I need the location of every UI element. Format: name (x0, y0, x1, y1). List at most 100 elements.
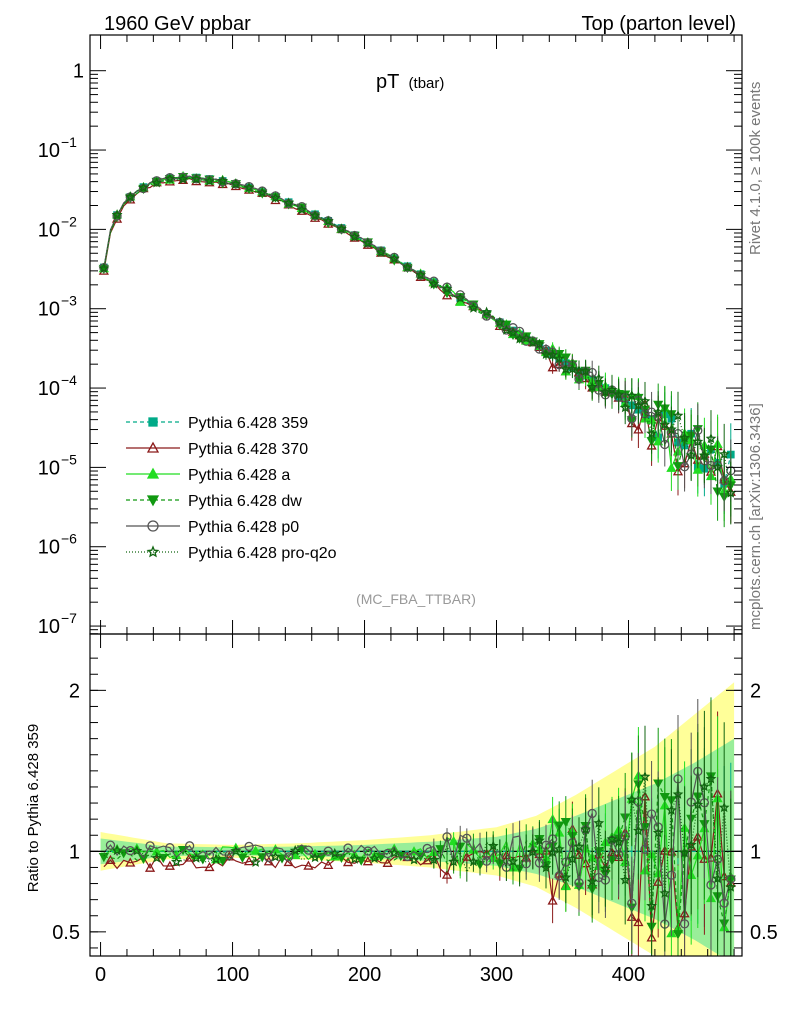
main-line-0 (103, 176, 732, 486)
ratio-line-4 (103, 771, 732, 925)
main-marker-4-30 (297, 201, 307, 212)
ratio-marker-5-78 (613, 836, 625, 847)
ratio-marker-4-55 (462, 833, 472, 843)
ratio-line-5 (103, 776, 732, 906)
ratio-marker-5-94 (718, 801, 730, 813)
ratio-marker-4-58 (481, 856, 492, 866)
main-marker-2-90 (692, 464, 703, 474)
ratio-marker-1-43 (382, 857, 393, 867)
ratio-marker-5-74 (586, 875, 598, 887)
main-marker-5-20 (230, 178, 242, 189)
ratio-marker-3-18 (217, 856, 228, 866)
ratio-marker-5-89 (685, 839, 697, 850)
main-marker-5-83 (646, 427, 658, 439)
main-marker-4-88 (679, 462, 690, 472)
ratio-marker-3-70 (560, 818, 571, 828)
main-y-tick-label-1: 10 (38, 140, 60, 162)
main-marker-5-22 (243, 182, 255, 193)
main-y-tick-exp-3: −3 (61, 293, 77, 309)
main-y-tick-label-0: 1 (73, 61, 84, 83)
main-marker-5-65 (527, 336, 539, 348)
main-y-tick-exp-4: −4 (61, 372, 77, 388)
ratio-marker-4-72 (574, 878, 584, 888)
legend-marker-3 (146, 495, 160, 507)
ratio-marker-4-28 (283, 852, 294, 862)
main-marker-5-94 (718, 448, 730, 459)
main-marker-5-8 (151, 177, 163, 188)
main-marker-5-81 (632, 399, 644, 411)
ratio-marker-1-31 (303, 860, 314, 870)
main-marker-5-46 (401, 261, 413, 273)
main-marker-5-72 (573, 364, 585, 376)
main-marker-5-62 (507, 327, 519, 338)
ratio-marker-5-75 (593, 817, 605, 828)
main-marker-5-4 (124, 191, 136, 202)
ratio-marker-5-71 (567, 853, 578, 864)
legend-label-1: Pythia 6.428 370 (188, 441, 308, 458)
main-series-5 (98, 173, 737, 525)
main-marker-5-6 (137, 182, 149, 193)
main-y-tick-label-2: 10 (38, 219, 60, 241)
main-marker-5-38 (349, 231, 361, 242)
main-marker-4-58 (481, 311, 492, 321)
ratio-marker-5-50 (428, 854, 440, 865)
main-marker-5-10 (164, 173, 176, 184)
ratio-y-label: Ratio to Pythia 6.428 359 (25, 724, 42, 892)
x-tick-label-0: 0 (95, 964, 106, 986)
ratio-marker-5-95 (725, 881, 737, 892)
ratio-frame (89, 633, 743, 957)
ratio-marker-5-66 (533, 834, 545, 846)
ratio-marker-4-46 (402, 851, 413, 862)
ratio-marker-5-91 (698, 780, 710, 792)
ratio-marker-5-26 (269, 851, 281, 862)
ratio-marker-5-72 (573, 840, 585, 852)
ratio-marker-5-11 (170, 856, 182, 867)
main-marker-1-52 (441, 290, 453, 300)
main-marker-5-50 (428, 278, 440, 289)
main-marker-5-68 (547, 349, 559, 360)
ratio-y-tick-label-0: 0.5 (52, 922, 80, 944)
ratio-marker-5-47 (408, 854, 420, 865)
ratio-marker-4-1 (105, 840, 116, 850)
ratio-marker-5-82 (639, 770, 651, 782)
ratio-marker-3-85 (659, 793, 670, 803)
main-marker-5-12 (177, 173, 189, 184)
x-tick-label-1: 100 (216, 964, 249, 986)
ratio-marker-4-37 (343, 843, 353, 853)
ratio-marker-5-38 (349, 853, 361, 864)
ratio-marker-5-85 (659, 887, 671, 898)
main-marker-5-60 (494, 316, 506, 327)
main-marker-5-52 (441, 283, 453, 294)
ratio-marker-1-4 (125, 857, 136, 867)
main-y-tick-label-7: 10 (38, 616, 60, 638)
main-series-0 (100, 173, 735, 515)
ratio-marker-4-82 (640, 844, 650, 854)
chart-title: pT (tbar) (376, 71, 444, 93)
ratio-marker-5-83 (646, 900, 658, 911)
ratio-marker-5-70 (560, 871, 572, 883)
main-marker-5-79 (619, 402, 631, 413)
ratio-marker-4-83 (646, 809, 657, 819)
ratio-y-tick-label-2: 2 (69, 680, 80, 702)
ratio-marker-5-86 (665, 804, 677, 815)
ratio-marker-3-6 (138, 854, 149, 864)
ratio-marker-4-40 (363, 846, 373, 856)
main-marker-5-28 (283, 197, 294, 208)
main-marker-5-64 (520, 332, 532, 343)
main-y-tick-exp-1: −1 (61, 134, 77, 150)
ratio-y-tick-label-1: 1 (69, 841, 80, 863)
ratio-marker-5-84 (652, 827, 664, 838)
ratio-marker-5-56 (467, 855, 479, 867)
ratio-marker-3-87 (672, 930, 684, 940)
ratio-marker-5-76 (599, 863, 611, 874)
x-tick-label-2: 200 (348, 964, 381, 986)
ratio-marker-5-32 (309, 852, 321, 863)
main-marker-5-93 (712, 461, 724, 472)
ratio-marker-1-49 (422, 855, 433, 865)
legend-label-2: Pythia 6.428 a (188, 467, 290, 484)
ratio-marker-1-52 (441, 869, 453, 879)
main-marker-5-44 (388, 253, 400, 264)
main-marker-4-80 (627, 414, 637, 424)
main-marker-5-88 (679, 432, 691, 443)
